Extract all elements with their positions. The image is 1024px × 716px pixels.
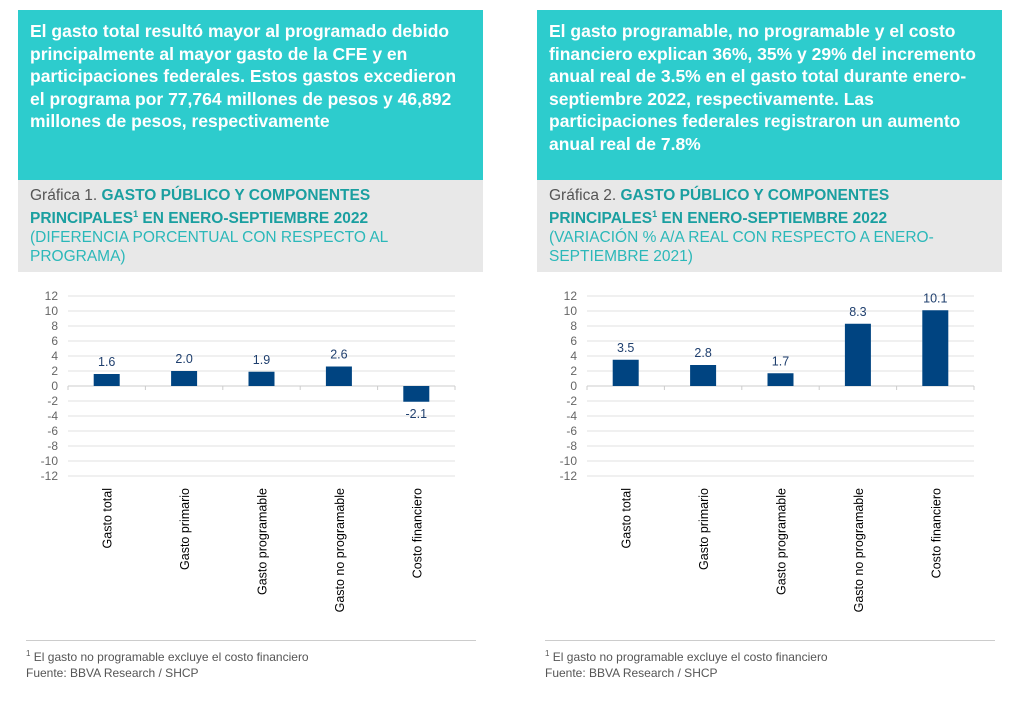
footer: 1 El gasto no programable excluye el cos…	[26, 640, 476, 681]
category-label: Gasto primario	[178, 488, 192, 570]
category-label: Costo financiero	[929, 488, 943, 578]
category-label: Gasto no programable	[852, 488, 866, 612]
bar	[690, 365, 717, 386]
bar	[248, 371, 275, 386]
headline: El gasto programable, no programable y e…	[537, 10, 1002, 180]
data-label: -2.1	[406, 407, 428, 421]
y-tick-label: -12	[560, 469, 578, 483]
chart-title: GASTO PÚBLICO Y COMPONENTES PRINCIPALES	[549, 187, 890, 228]
chart-subtitle: (DIFERENCIA PORCENTUAL CON RESPECTO AL P…	[30, 229, 388, 266]
bar	[171, 371, 198, 386]
y-tick-label: -8	[47, 439, 58, 453]
bar	[844, 323, 871, 386]
footnote: El gasto no programable excluye el costo…	[549, 650, 828, 664]
y-tick-label: 4	[570, 349, 577, 363]
footnote-sup: 1	[545, 649, 550, 658]
category-label: Costo financiero	[410, 488, 424, 578]
category-label: Gasto total	[620, 488, 634, 548]
footer: 1 El gasto no programable excluye el cos…	[545, 640, 995, 681]
y-tick-label: 12	[564, 289, 578, 303]
bar	[767, 373, 794, 386]
chart-title: GASTO PÚBLICO Y COMPONENTES PRINCIPALES	[30, 187, 371, 228]
y-tick-label: 0	[51, 379, 58, 393]
y-tick-label: 10	[45, 304, 59, 318]
category-label: Gasto total	[101, 488, 115, 548]
footnote: El gasto no programable excluye el costo…	[30, 650, 309, 664]
y-tick-label: 10	[564, 304, 578, 318]
chart-number: Gráfica 1.	[30, 187, 102, 204]
source: Fuente: BBVA Research / SHCP	[545, 666, 718, 680]
source: Fuente: BBVA Research / SHCP	[26, 666, 199, 680]
data-label: 10.1	[923, 291, 947, 305]
y-tick-label: -10	[560, 454, 578, 468]
y-tick-label: -4	[47, 409, 58, 423]
data-label: 2.8	[694, 346, 711, 360]
chart-number: Gráfica 2.	[549, 187, 621, 204]
data-label: 3.5	[617, 341, 634, 355]
bar	[612, 359, 639, 386]
data-label: 2.6	[330, 348, 347, 362]
category-label: Gasto programable	[775, 488, 789, 595]
superscript: 1	[133, 209, 139, 219]
chart-title-box: Gráfica 1. GASTO PÚBLICO Y COMPONENTES P…	[18, 180, 483, 272]
data-label: 8.3	[849, 305, 866, 319]
superscript: 1	[652, 209, 658, 219]
y-tick-label: 8	[51, 319, 58, 333]
y-tick-label: -8	[566, 439, 577, 453]
category-label: Gasto programable	[256, 488, 270, 595]
bar	[403, 386, 430, 402]
data-label: 1.6	[98, 355, 115, 369]
footnote-sup: 1	[26, 649, 31, 658]
y-tick-label: -12	[41, 469, 59, 483]
y-tick-label: 8	[570, 319, 577, 333]
panel-2: El gasto programable, no programable y e…	[537, 10, 1002, 680]
y-tick-label: 6	[570, 334, 577, 348]
bar	[325, 366, 352, 386]
y-tick-label: 12	[45, 289, 59, 303]
data-label: 1.7	[772, 354, 789, 368]
y-tick-label: 4	[51, 349, 58, 363]
chart-title-cont: EN ENERO-SEPTIEMBRE 2022	[657, 210, 888, 228]
chart-title-cont: EN ENERO-SEPTIEMBRE 2022	[138, 210, 369, 228]
y-tick-label: -2	[47, 394, 58, 408]
data-label: 1.9	[253, 353, 270, 367]
headline: El gasto total resultó mayor al programa…	[18, 10, 483, 180]
bar	[922, 310, 949, 386]
chart-subtitle: (VARIACIÓN % A/A REAL CON RESPECTO A ENE…	[549, 229, 934, 266]
y-tick-label: 2	[51, 364, 58, 378]
y-tick-label: 2	[570, 364, 577, 378]
category-label: Gasto no programable	[333, 488, 347, 612]
y-tick-label: -6	[566, 424, 577, 438]
y-tick-label: -10	[41, 454, 59, 468]
data-label: 2.0	[175, 352, 192, 366]
chart-title-box: Gráfica 2. GASTO PÚBLICO Y COMPONENTES P…	[537, 180, 1002, 272]
y-tick-label: 6	[51, 334, 58, 348]
y-tick-label: -4	[566, 409, 577, 423]
y-tick-label: 0	[570, 379, 577, 393]
category-label: Gasto primario	[697, 488, 711, 570]
panel-1: El gasto total resultó mayor al programa…	[18, 10, 483, 680]
bar	[93, 374, 120, 386]
y-tick-label: -2	[566, 394, 577, 408]
y-tick-label: -6	[47, 424, 58, 438]
